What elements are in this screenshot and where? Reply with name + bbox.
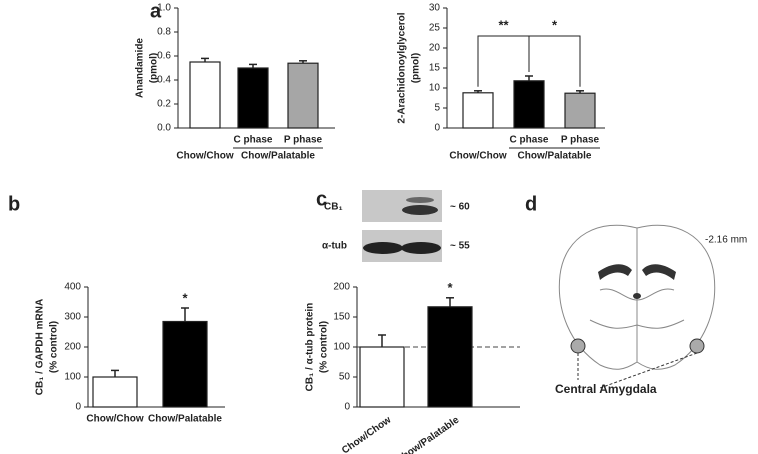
brain-section xyxy=(558,224,716,389)
band xyxy=(406,197,434,203)
bar xyxy=(92,376,138,408)
x-tick-label: P phase xyxy=(284,135,323,146)
y-axis-label: CB₁ / α-tub protein xyxy=(305,303,316,392)
panel-label: c xyxy=(316,188,327,210)
brain-region: Central Amygdala xyxy=(555,382,657,396)
y-tick-label: 300 xyxy=(64,312,81,323)
y-tick-label: 1.0 xyxy=(157,3,171,14)
y-tick-label: 25 xyxy=(429,23,441,34)
band xyxy=(363,242,403,254)
x-tick-label: C phase xyxy=(234,135,273,146)
y-tick-label: 100 xyxy=(333,342,350,353)
blot-size: ~ 55 xyxy=(450,241,470,252)
y-tick-label: 200 xyxy=(333,282,350,293)
bar xyxy=(564,92,596,129)
bar xyxy=(513,80,545,129)
bar xyxy=(237,67,269,129)
blot-size: ~ 60 xyxy=(450,202,470,213)
y-tick-label: 0 xyxy=(344,402,350,413)
bar xyxy=(359,346,405,408)
bar xyxy=(462,92,494,129)
x-tick-label: Chow/Chow xyxy=(449,151,506,162)
y-tick-label: 0 xyxy=(434,123,440,134)
x-tick-label: P phase xyxy=(561,135,600,146)
y-tick-label: 200 xyxy=(64,342,81,353)
panel-label: b xyxy=(8,193,20,215)
annotation: ** xyxy=(498,17,509,32)
y-axis-label: (pmol) xyxy=(149,53,160,84)
band xyxy=(401,242,441,254)
y-tick-label: 10 xyxy=(429,83,441,94)
y-axis-label: Anandamide xyxy=(135,38,146,98)
y-tick-label: 400 xyxy=(64,282,81,293)
y-tick-label: 50 xyxy=(339,372,351,383)
y-tick-label: 0.2 xyxy=(157,99,171,110)
bar xyxy=(162,320,208,408)
blot-label: CB₁ xyxy=(324,202,343,213)
panel-label: a xyxy=(150,0,162,22)
y-tick-label: 0 xyxy=(75,402,81,413)
y-tick-label: 0.4 xyxy=(157,75,171,86)
bar xyxy=(189,61,221,129)
band xyxy=(402,205,438,215)
x-tick-label: Chow/Palatable xyxy=(394,414,461,454)
y-tick-label: 15 xyxy=(429,63,441,74)
y-tick-label: 0.8 xyxy=(157,27,171,38)
brain-level: -2.16 mm xyxy=(705,235,747,246)
group-label: Chow/Palatable xyxy=(241,151,315,162)
annotation: * xyxy=(552,17,558,32)
y-axis-label: 2-Arachidonoylglycerol xyxy=(397,12,408,123)
y-tick-label: 100 xyxy=(64,372,81,383)
group-label: Chow/Palatable xyxy=(518,151,592,162)
x-tick-label: Chow/Chow xyxy=(86,414,143,425)
annotation: * xyxy=(447,280,453,295)
y-tick-label: 5 xyxy=(434,103,440,114)
y-axis-label: (% control) xyxy=(319,321,330,373)
y-tick-label: 150 xyxy=(333,312,350,323)
y-tick-label: 0.0 xyxy=(157,123,171,134)
x-tick-label: C phase xyxy=(510,135,549,146)
bar xyxy=(427,306,473,408)
bar xyxy=(287,62,319,129)
blot-label: α-tub xyxy=(322,241,347,252)
y-tick-label: 20 xyxy=(429,43,441,54)
annotation: * xyxy=(182,290,188,305)
y-axis-label: CB₁ / GAPDH mRNA xyxy=(35,299,46,395)
y-axis-label: (% control) xyxy=(49,321,60,373)
panel-label: d xyxy=(525,193,537,215)
x-tick-label: Chow/Palatable xyxy=(148,414,222,425)
x-tick-label: Chow/Chow xyxy=(176,151,233,162)
significance-bracket xyxy=(477,35,581,87)
y-tick-label: 30 xyxy=(429,3,441,14)
y-tick-label: 0.6 xyxy=(157,51,171,62)
y-axis-label: (pmol) xyxy=(411,53,422,84)
x-tick-label: Chow/Chow xyxy=(340,414,393,454)
